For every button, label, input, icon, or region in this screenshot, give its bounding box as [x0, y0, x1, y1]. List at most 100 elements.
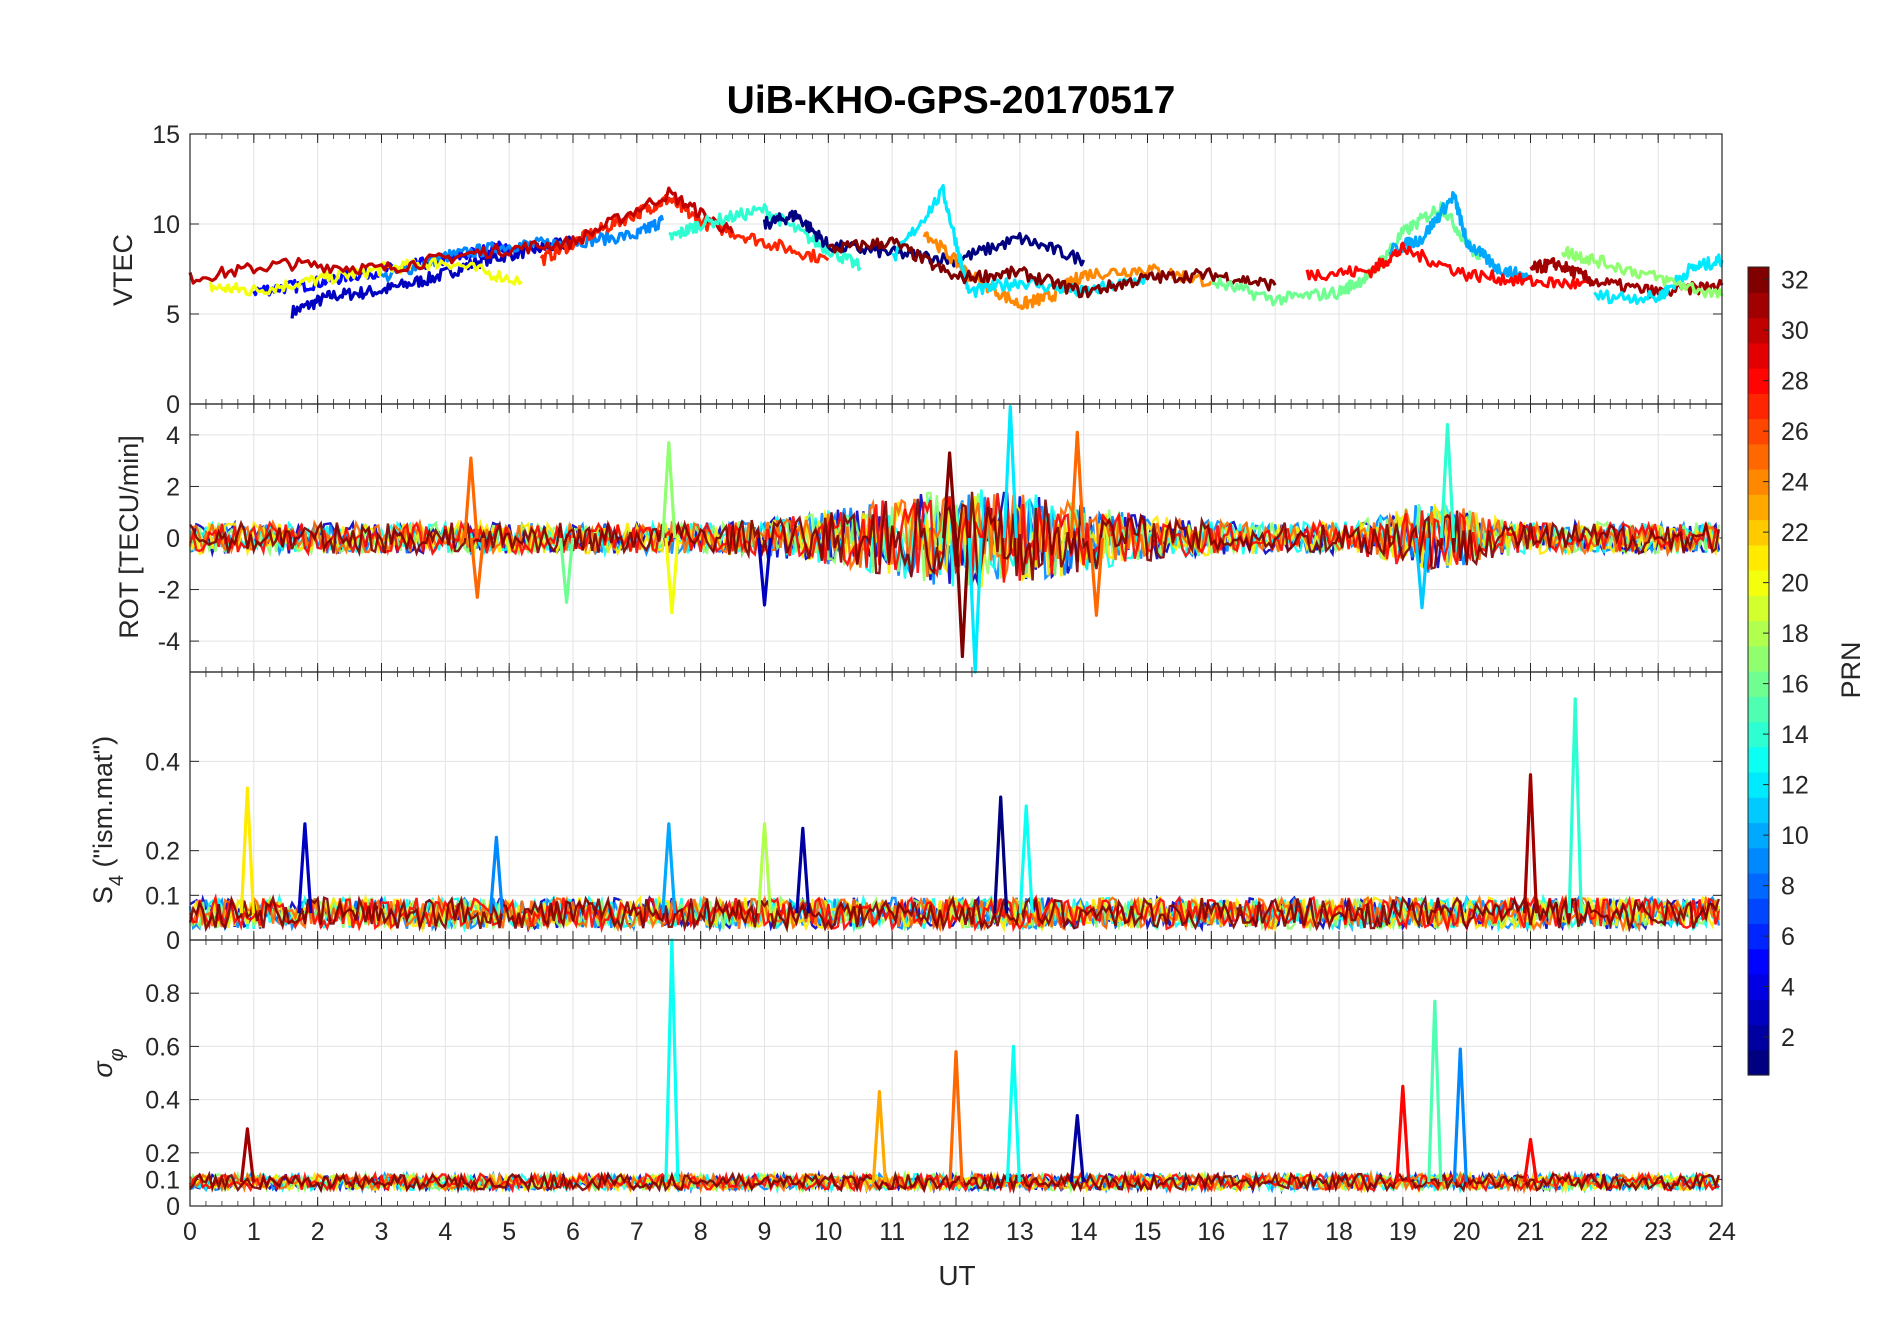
spike-mark [1439, 423, 1456, 539]
y-tick-label: -4 [158, 628, 180, 656]
colorbar-tick-label: 14 [1781, 721, 1809, 749]
spike-mark [1005, 1044, 1021, 1183]
noise-series-line [189, 491, 1720, 586]
y-tick-label: 10 [152, 211, 180, 239]
spike-mark [1069, 430, 1085, 539]
colorbar-swatch [1748, 822, 1769, 849]
x-tick-label: 6 [566, 1218, 580, 1246]
vtec-series-line [1560, 245, 1724, 299]
sigma-phi-panel: 0 1 2 3 4 5 6 7 8 9 10 11 12 13 14 15 16 17 18 19 20 21 22 23 24… [145, 938, 1736, 1246]
spike-mark [1088, 537, 1104, 617]
y-tick-label: 0.2 [145, 1140, 180, 1168]
x-tick-label: 20 [1453, 1218, 1481, 1246]
x-tick-label: 5 [502, 1218, 516, 1246]
spike-mark [488, 835, 504, 914]
y-tick-label: -2 [158, 577, 180, 605]
spike-mark [239, 1127, 255, 1183]
spike-mark [993, 795, 1009, 914]
chart-title: UiB-KHO-GPS-20170517 [727, 79, 1176, 122]
vtec-ylabel: VTEC [108, 234, 138, 306]
spike-mark [1002, 405, 1018, 539]
rot-panel: -4 -2 0 2 4 [158, 403, 1723, 674]
spike-mark [297, 822, 313, 914]
colorbar-tick-label: 28 [1781, 368, 1809, 396]
colorbar-tick-label: 4 [1781, 974, 1795, 1002]
colorbar-tick-label: 10 [1781, 822, 1809, 850]
series-group [188, 697, 1720, 934]
y-tick-label: 5 [166, 301, 180, 329]
rot-ylabel: ROT [TECU/min] [114, 435, 144, 639]
x-tick-label: 1 [247, 1218, 261, 1246]
s4-panel: 0 0.1 0.2 0.4 [145, 671, 1723, 955]
y-tick-label: 0.4 [145, 1087, 180, 1115]
colorbar-tick-label: 18 [1781, 620, 1809, 648]
x-tick-label: 22 [1580, 1218, 1608, 1246]
spike-mark [664, 537, 680, 615]
spike-mark [1414, 537, 1430, 610]
y-tick-label: 0 [166, 525, 180, 553]
colorbar-swatch [1748, 772, 1769, 798]
colorbar-swatch [1748, 671, 1769, 697]
x-tick-label: 11 [879, 1218, 905, 1246]
x-tick-label: 13 [1006, 1218, 1034, 1246]
x-tick-label: 2 [311, 1218, 325, 1246]
x-tick-label: 10 [814, 1218, 842, 1246]
spike-mark [469, 537, 485, 599]
y-tick-label: 0.1 [145, 1166, 180, 1194]
colorbar-tick-label: 6 [1781, 923, 1795, 951]
spike-mark [756, 537, 773, 607]
colorbar-tick-label: 30 [1781, 317, 1809, 345]
x-tick-label: 8 [694, 1218, 708, 1246]
vtec-series-line [290, 235, 575, 319]
series-group [188, 405, 1720, 674]
colorbar-swatch [1748, 570, 1769, 596]
colorbar-swatch [1748, 696, 1769, 723]
colorbar-tick-label: 20 [1781, 570, 1809, 598]
spike-mark [559, 537, 575, 604]
colorbar-swatch [1748, 393, 1769, 420]
y-tick-label: 0.4 [145, 748, 180, 776]
colorbar-swatch [1748, 544, 1769, 571]
spike-mark [1427, 999, 1443, 1183]
colorbar-swatch [1748, 847, 1769, 874]
colorbar-swatch [1748, 292, 1769, 319]
noise-series-line [188, 1170, 1719, 1194]
colorbar-swatch [1748, 898, 1769, 925]
series-group [188, 183, 1724, 319]
colorbar-tick-label: 26 [1781, 418, 1809, 446]
x-tick-label: 7 [630, 1218, 644, 1246]
colorbar-swatch [1748, 595, 1769, 622]
x-tick-label: 12 [942, 1218, 970, 1246]
colorbar-swatch [1748, 418, 1769, 445]
vtec-series-line [208, 257, 523, 297]
colorbar-swatch [1748, 746, 1769, 773]
colorbar-swatch [1748, 974, 1769, 1000]
x-tick-label: 19 [1389, 1218, 1417, 1246]
x-tick-label: 3 [375, 1218, 389, 1246]
vtec-series-line [1305, 241, 1596, 290]
x-tick-label: 23 [1644, 1218, 1672, 1246]
spike-mark [239, 786, 255, 914]
colorbar-tick-label: 32 [1781, 267, 1809, 295]
spike-mark [1522, 1137, 1539, 1183]
colorbar-swatch [1748, 469, 1769, 495]
y-tick-label: 0 [166, 391, 180, 419]
noise-series-line [188, 894, 1720, 933]
vtec-series-line [1593, 253, 1724, 306]
colorbar-swatch [1748, 721, 1769, 748]
x-tick-label: 24 [1708, 1218, 1736, 1246]
colorbar-tick-label: 24 [1781, 469, 1809, 497]
x-tick-label: 18 [1325, 1218, 1353, 1246]
colorbar-tick-label: 22 [1781, 519, 1809, 547]
y-tick-label: 4 [166, 422, 180, 450]
colorbar-swatch [1748, 342, 1769, 369]
colorbar-swatch [1748, 797, 1769, 824]
y-tick-label: 0 [166, 1193, 180, 1221]
vtec-series-line [762, 209, 1086, 268]
y-tick-label: 0.1 [145, 882, 180, 910]
spike-mark [954, 537, 970, 659]
vtec-series-line [668, 203, 862, 272]
